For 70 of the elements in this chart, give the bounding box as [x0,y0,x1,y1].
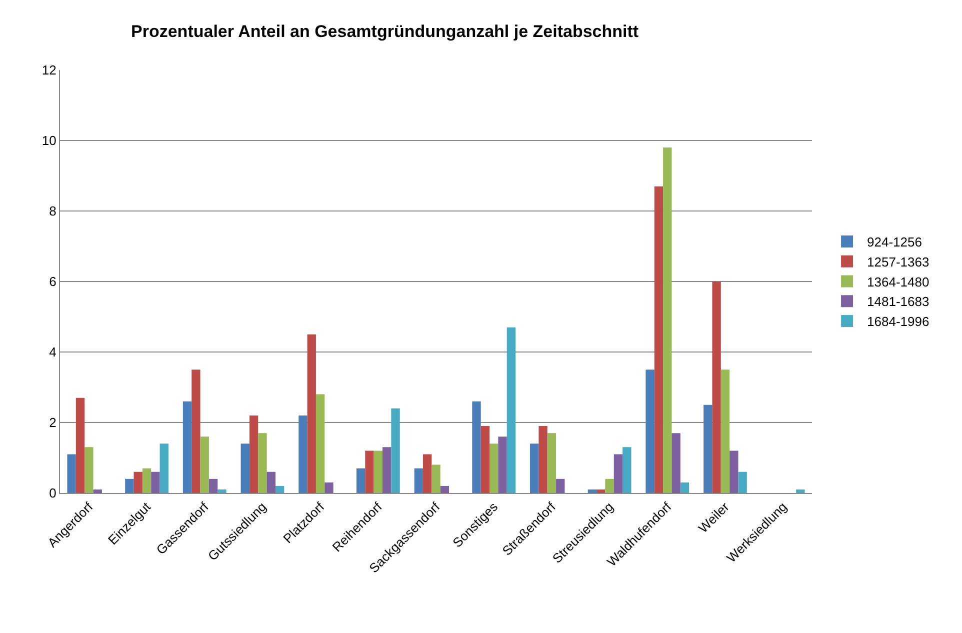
bar [538,426,548,493]
bar [530,444,539,493]
bar [391,408,400,493]
bar [208,478,218,493]
bar [84,447,94,493]
y-tick-label: 6 [49,274,56,290]
bar [663,148,672,493]
bar [672,433,680,493]
bar [240,444,250,493]
bar [200,436,209,493]
bar [547,433,556,493]
bar [249,415,258,493]
bar [218,489,226,493]
bar [588,489,597,493]
bar [472,401,481,493]
bar [258,433,267,493]
bar [134,472,142,493]
bar [275,486,284,493]
bar [506,327,516,493]
bar [738,472,747,493]
bar [796,489,805,493]
legend-label: 1364-1480 [867,274,930,290]
bar [605,478,614,493]
legend-label: 1684-1996 [867,314,930,330]
bar [151,472,160,493]
bar [480,426,490,493]
bar [182,401,192,493]
bar [266,472,276,493]
y-tick-label: 8 [49,204,56,219]
bar [414,468,423,493]
legend-label: 924-1256 [867,234,922,250]
bar [142,468,152,493]
bar [730,450,738,493]
bar [356,468,366,493]
y-tick-label: 10 [42,133,56,148]
bar [298,415,308,493]
bar [614,454,623,493]
bar [93,489,102,493]
chart-title: Prozentualer Anteil an Gesamtgründunganzahl je Zeitabschnitt [131,22,639,42]
bar [490,444,498,493]
bar [422,454,432,493]
y-tick-label: 0 [49,486,56,501]
bar [704,404,712,493]
bar [160,444,168,493]
bar [374,450,382,493]
bar [382,447,392,493]
bar [125,478,134,493]
bar [556,478,565,493]
y-tick-label: 2 [49,415,56,430]
bar [365,450,374,493]
bar [316,394,325,493]
bar [596,489,606,493]
bar [646,370,654,493]
y-tick-label: 12 [42,62,56,78]
bar [192,370,200,493]
bar [324,482,334,493]
bar [432,464,440,493]
bar [67,454,76,493]
bar [440,486,450,493]
bar [622,447,632,493]
bar [720,370,730,493]
y-tick-label: 4 [49,344,56,360]
legend-label: 1257-1363 [867,254,930,270]
bar [307,334,316,493]
bar [712,282,721,493]
bar [654,186,664,493]
bar [680,482,690,493]
bar [498,436,507,493]
bar [76,398,85,493]
legend-label: 1481-1683 [867,294,930,310]
